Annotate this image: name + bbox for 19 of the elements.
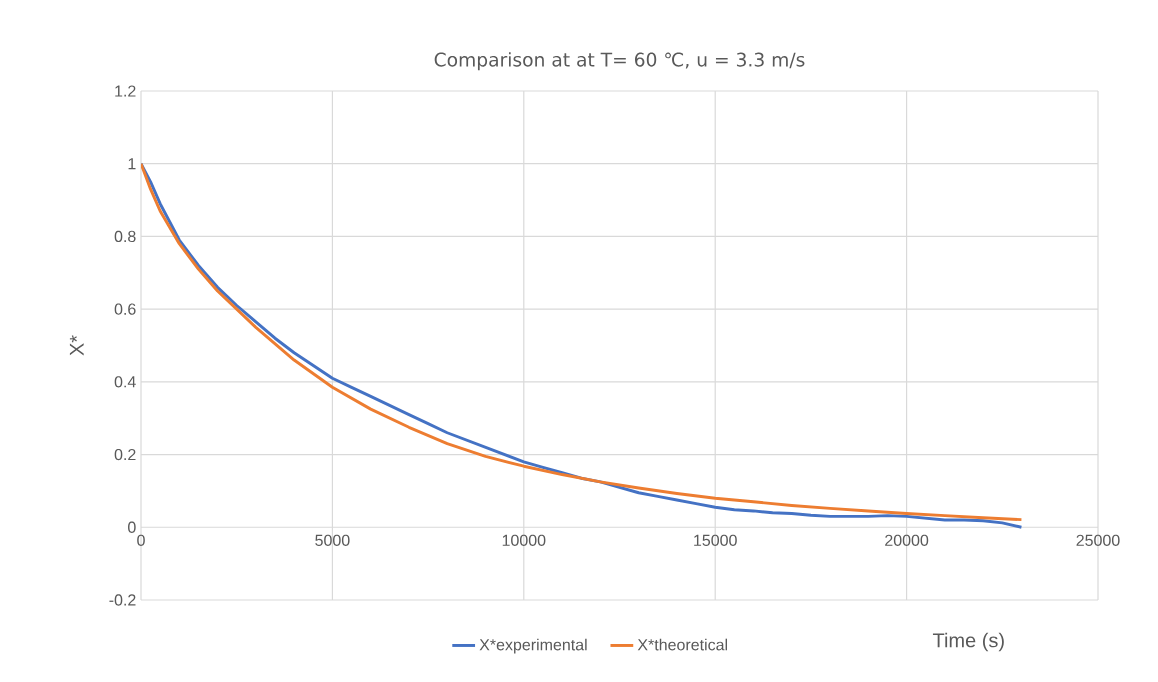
y-tick-label: 1 <box>128 158 136 170</box>
x-tick-label: 0 <box>137 534 145 546</box>
y-tick-label: -0.2 <box>109 594 136 606</box>
legend-label: X*theoretical <box>637 638 728 651</box>
x-tick-label: 10000 <box>502 534 546 546</box>
legend-label: X*experimental <box>479 638 587 654</box>
y-tick-label: 0.4 <box>114 376 136 388</box>
chart-title: Comparison at at T= 60 ℃, u = 3.3 m/s <box>434 52 805 71</box>
x-tick-label: 20000 <box>885 534 929 546</box>
y-tick-label: 1.2 <box>115 85 136 97</box>
x-tick-label: 5000 <box>315 534 350 546</box>
x-tick-label: 25000 <box>1076 534 1120 546</box>
y-tick-label: 0.6 <box>114 303 136 315</box>
y-tick-label: 0.8 <box>114 230 136 243</box>
y-tick-label: 0 <box>128 521 136 533</box>
y-axis-title: X* <box>69 335 84 356</box>
y-tick-label: 0.2 <box>114 448 136 461</box>
x-tick-label: 15000 <box>694 534 737 546</box>
x-axis-title: Time (s) <box>932 632 1004 652</box>
